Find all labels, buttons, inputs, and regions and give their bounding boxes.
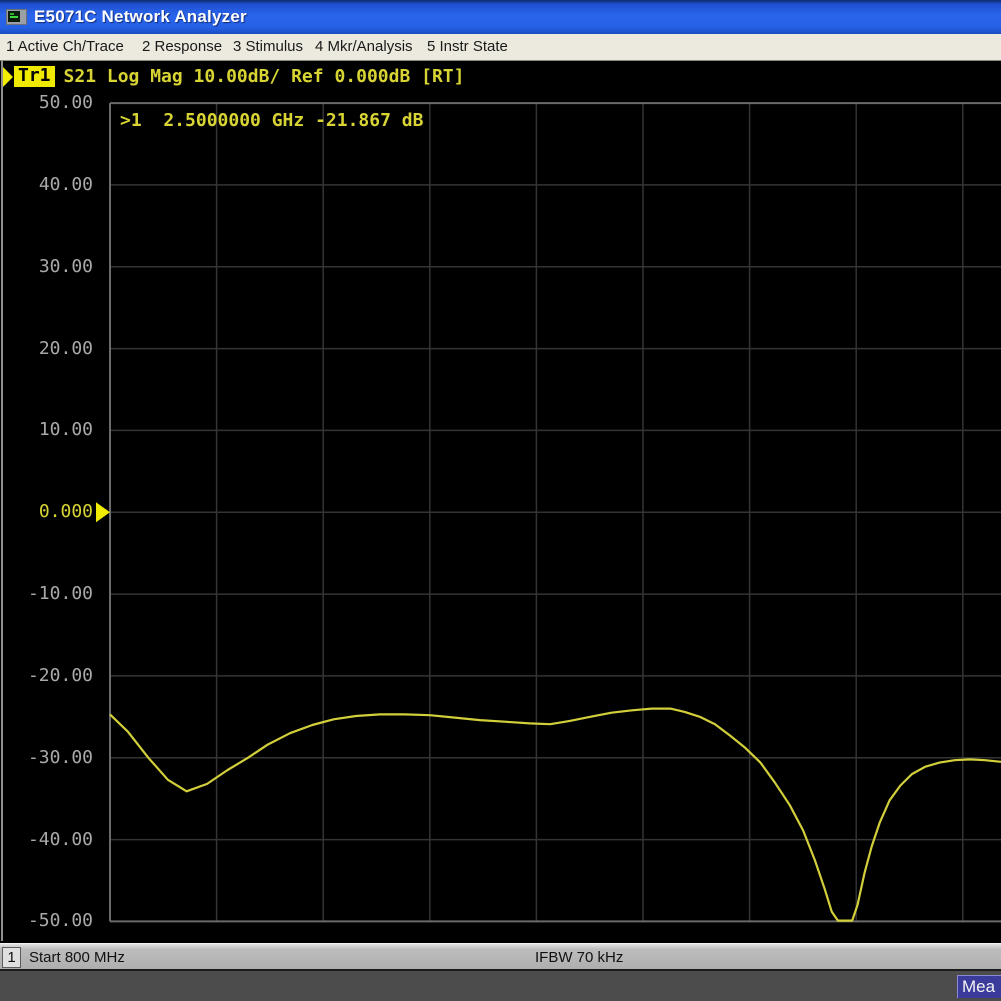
trace-status-line[interactable]: Tr1 S21 Log Mag 10.00dB/ Ref 0.000dB [RT… — [3, 66, 464, 87]
menu-stimulus[interactable]: 3 Stimulus — [233, 38, 304, 55]
reference-level-marker-icon[interactable] — [96, 502, 110, 523]
y-axis-tick: -20.00 — [27, 665, 93, 686]
marker1-readout: >1 2.5000000 GHz -21.867 dB — [120, 110, 424, 131]
measurement-taskbar-button[interactable]: Mea — [957, 975, 1001, 998]
trace1-settings: S21 Log Mag 10.00dB/ Ref 0.000dB [RT] — [63, 66, 465, 87]
channel-number-badge: 1 — [2, 946, 21, 968]
y-axis-tick: -30.00 — [27, 747, 93, 768]
y-axis-tick: 40.00 — [38, 174, 93, 195]
measurement-display: Tr1 S21 Log Mag 10.00dB/ Ref 0.000dB [RT… — [0, 61, 1001, 943]
menubar: 1 Active Ch/Trace 2 Response 3 Stimulus … — [0, 34, 1001, 61]
y-axis-tick: 10.00 — [38, 419, 93, 440]
window-title: E5071C Network Analyzer — [34, 7, 247, 26]
graticule-and-trace — [96, 102, 1001, 923]
taskbar: Mea — [0, 969, 1001, 1001]
y-axis-tick: 50.00 — [38, 92, 93, 113]
active-trace-pointer-icon — [3, 66, 13, 87]
menu-mkr-analysis[interactable]: 4 Mkr/Analysis — [315, 38, 413, 55]
window-titlebar[interactable]: E5071C Network Analyzer — [0, 0, 1001, 34]
y-axis-tick: -40.00 — [27, 829, 93, 850]
y-axis-tick: 0.000 — [38, 501, 93, 522]
trace-tr1 — [109, 707, 1001, 922]
display-left-border — [1, 61, 3, 941]
menu-response[interactable]: 2 Response — [142, 38, 223, 55]
ifbw-text: IFBW 70 kHz — [535, 948, 624, 966]
menu-instr-state[interactable]: 5 Instr State — [427, 38, 508, 55]
y-axis-tick: 20.00 — [38, 338, 93, 359]
y-axis-tick: -50.00 — [27, 910, 93, 931]
y-axis-tick: 30.00 — [38, 256, 93, 277]
start-frequency-text: Start 800 MHz — [29, 948, 125, 966]
y-axis-tick: -10.00 — [27, 583, 93, 604]
trace1-label[interactable]: Tr1 — [14, 66, 55, 87]
status-bar: 1 Start 800 MHz IFBW 70 kHz — [0, 943, 1001, 970]
app-icon — [6, 9, 27, 25]
menu-active-ch-trace[interactable]: 1 Active Ch/Trace — [6, 38, 124, 55]
